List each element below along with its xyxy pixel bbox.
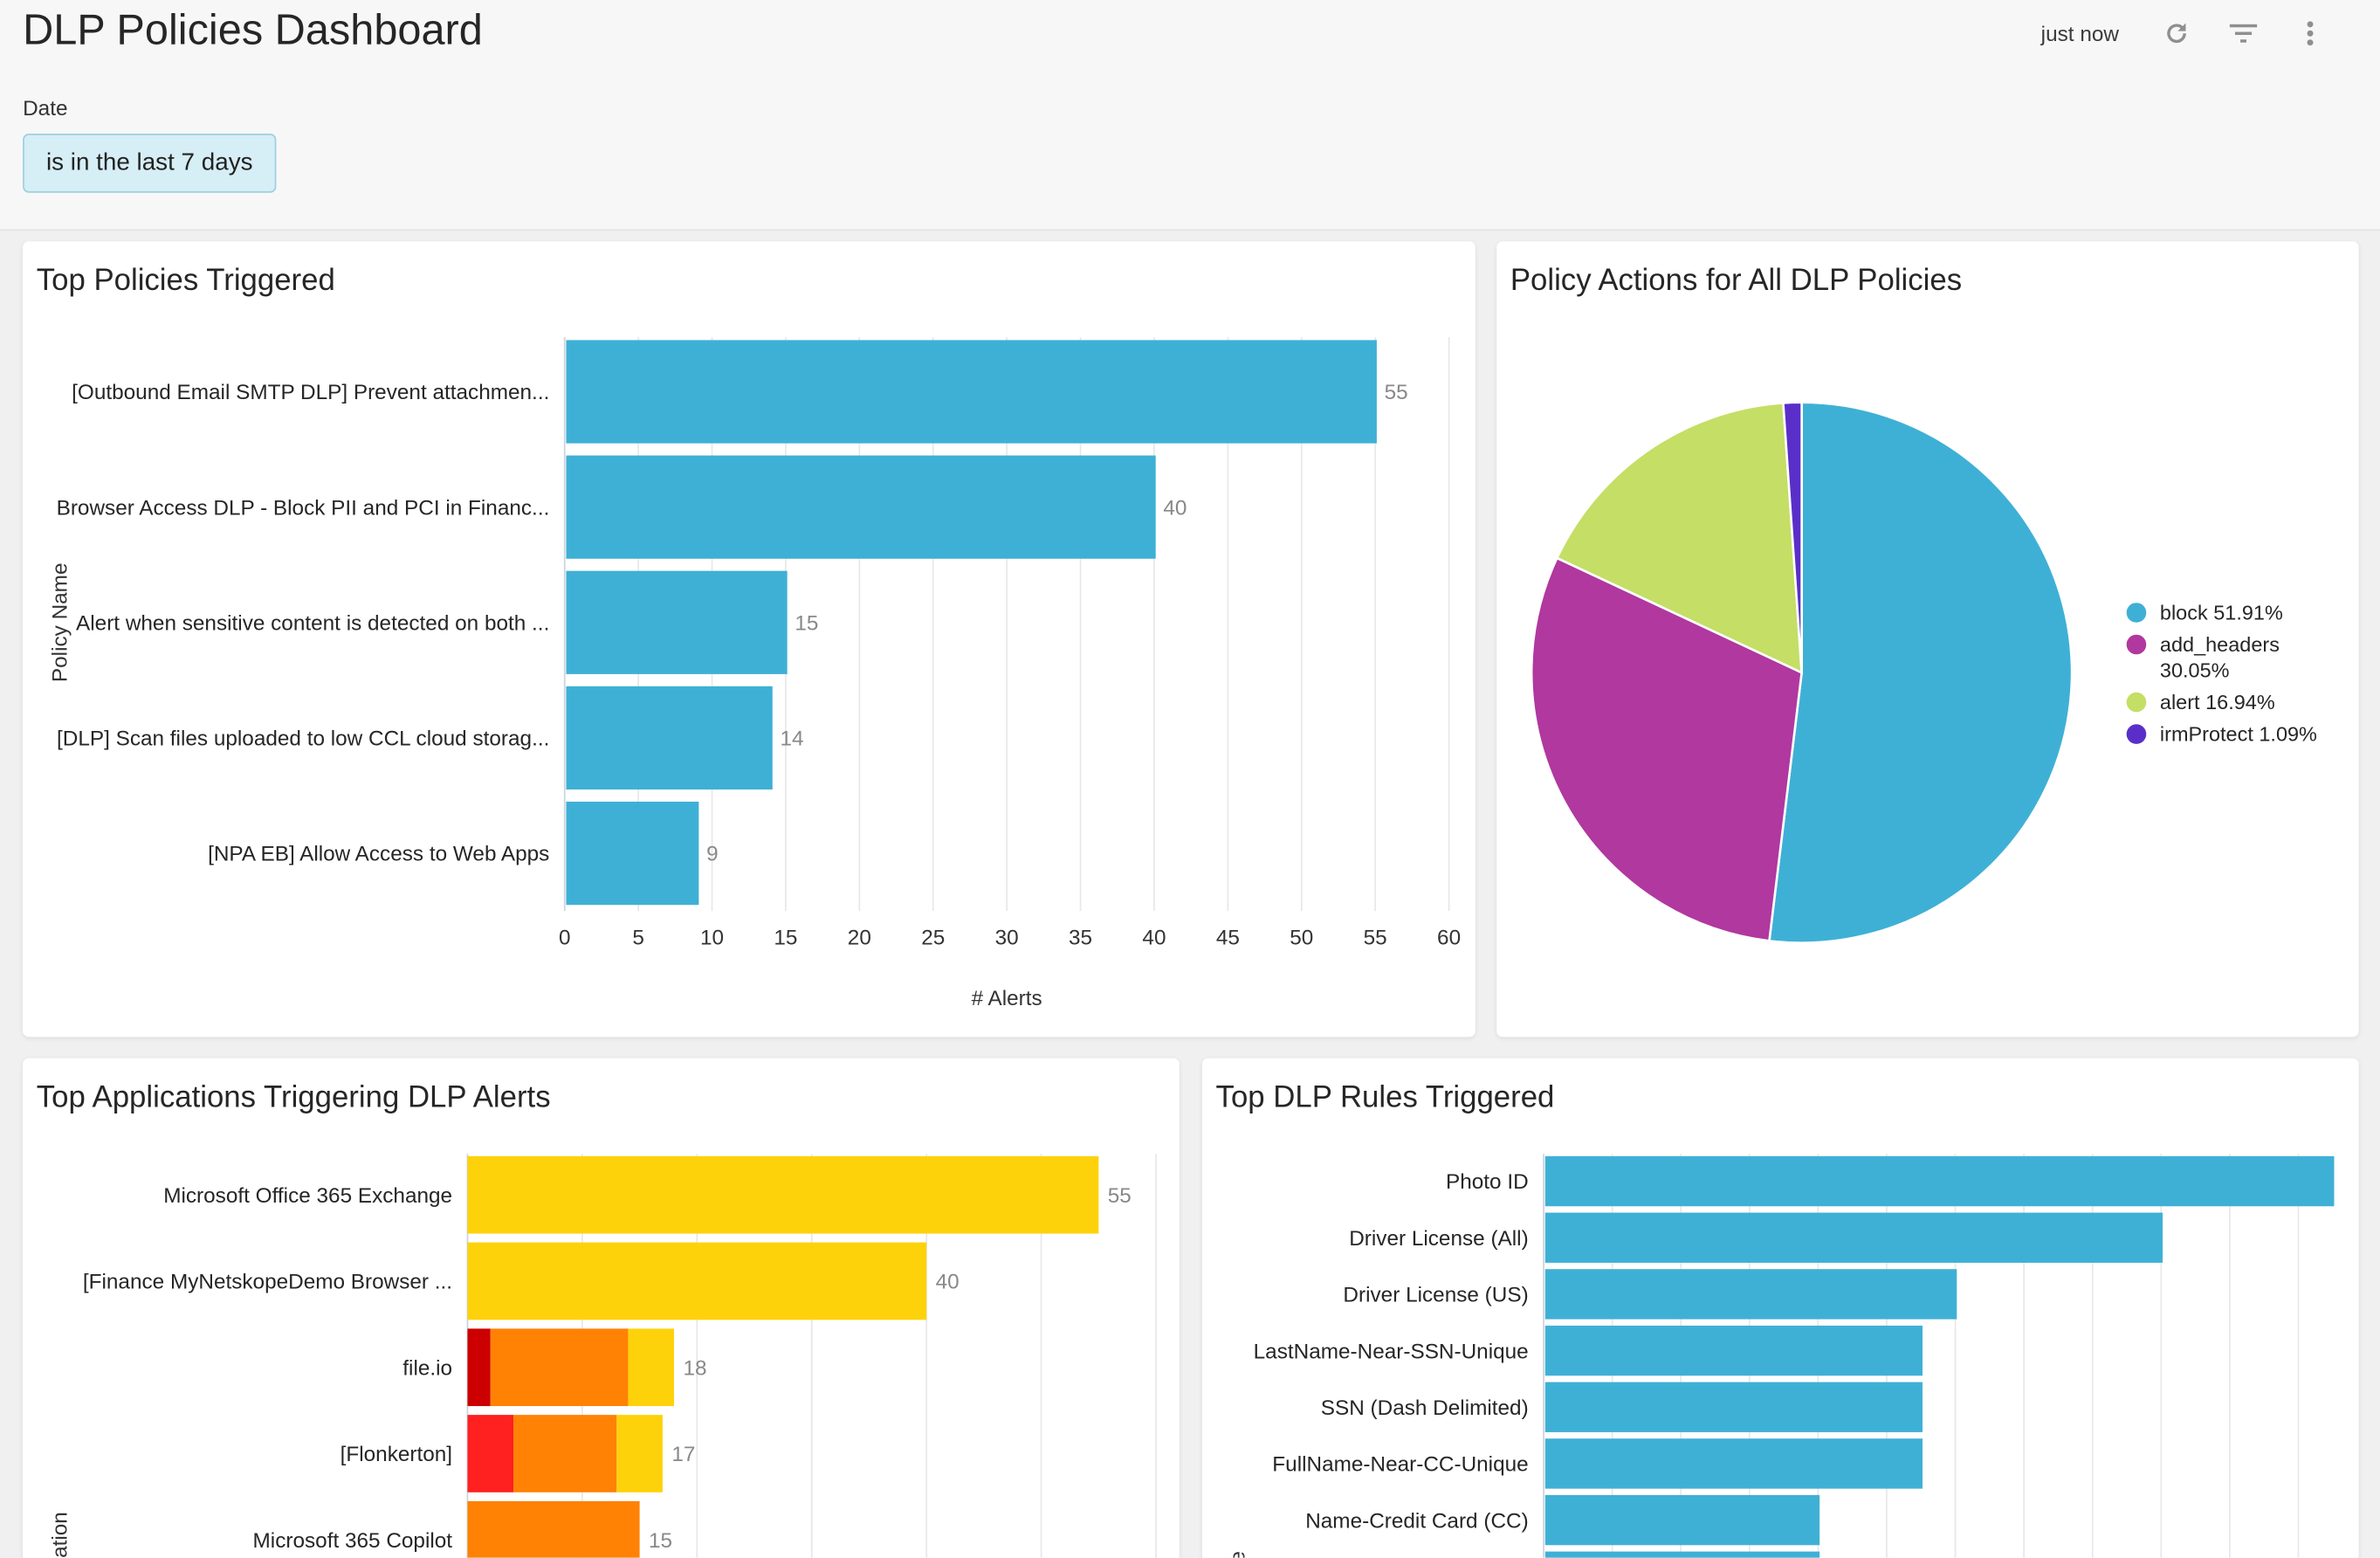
last-updated: just now bbox=[2040, 21, 2119, 46]
dashboard-header: DLP Policies Dashboard just now Date is … bbox=[0, 0, 2380, 231]
card-title: Top Policies Triggered bbox=[36, 264, 335, 298]
legend-swatch bbox=[2126, 634, 2147, 655]
legend-swatch bbox=[2126, 603, 2147, 623]
page-title: DLP Policies Dashboard bbox=[23, 5, 483, 53]
refresh-icon[interactable] bbox=[2143, 15, 2210, 52]
card-title: Top DLP Rules Triggered bbox=[1215, 1080, 1555, 1115]
pie-legend: block 51.91% add_headers 30.05% alert 16… bbox=[2126, 600, 2339, 754]
filter-icon[interactable] bbox=[2210, 15, 2276, 52]
card-top-rules: Top DLP Rules Triggered bbox=[1201, 1058, 2359, 1558]
card-title: Policy Actions for All DLP Policies bbox=[1510, 264, 1963, 298]
legend-label: irmProtect 1.09% bbox=[2159, 722, 2317, 746]
legend-item-alert[interactable]: alert 16.94% bbox=[2126, 689, 2339, 715]
legend-item-irmprotect[interactable]: irmProtect 1.09% bbox=[2126, 721, 2339, 748]
card-title: Top Applications Triggering DLP Alerts bbox=[36, 1080, 551, 1115]
more-vertical-icon[interactable] bbox=[2277, 15, 2343, 52]
legend-label: block 51.91% bbox=[2159, 601, 2283, 624]
legend-swatch bbox=[2126, 724, 2147, 744]
legend-item-block[interactable]: block 51.91% bbox=[2126, 600, 2339, 626]
legend-item-add-headers[interactable]: add_headers 30.05% bbox=[2126, 631, 2339, 683]
card-top-policies: Top Policies Triggered bbox=[23, 241, 1475, 1038]
legend-label: alert 16.94% bbox=[2159, 691, 2275, 714]
date-filter-label: Date bbox=[23, 95, 68, 121]
legend-swatch bbox=[2126, 692, 2147, 713]
legend-label: add_headers 30.05% bbox=[2159, 632, 2280, 682]
card-top-applications: Top Applications Triggering DLP Alerts bbox=[23, 1058, 1180, 1558]
date-filter-button[interactable]: is in the last 7 days bbox=[23, 133, 277, 193]
